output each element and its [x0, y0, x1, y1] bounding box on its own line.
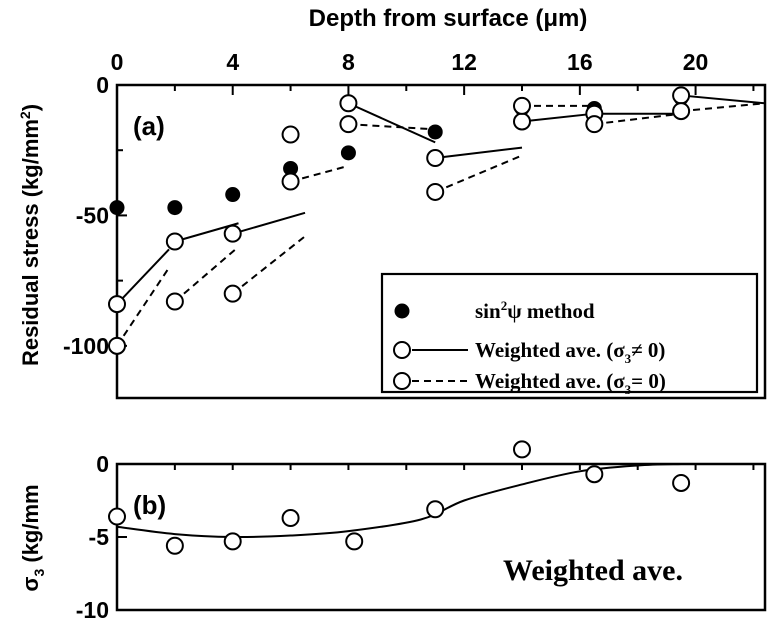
panel-b-label: (b): [133, 490, 166, 520]
weighted-ave-data-point: [223, 284, 242, 303]
sigma3-data-point: [513, 440, 531, 459]
legend-2-a: Weighted ave. (σ: [475, 369, 625, 393]
legend-0-sup: 2: [501, 298, 508, 313]
dashed-trend-segment: [594, 112, 682, 126]
sigma3-data-point: [108, 507, 126, 526]
b-y-tick-label: 0: [96, 451, 109, 477]
legend-box: [380, 272, 759, 394]
legend-2-b: = 0): [631, 369, 666, 393]
weighted-ave-data-point: [672, 102, 691, 121]
dashed-trend-segment: [232, 235, 306, 295]
sigma3-data-point: [426, 500, 445, 519]
sin2psi-data-point: [427, 124, 443, 140]
x-tick-label: 20: [683, 49, 709, 75]
solid-trend-segment: [116, 248, 170, 305]
legend: sin2ψ method Weighted ave. (σ3≠ 0) Weigh…: [380, 272, 759, 397]
ylabel-a-main: Residual stress (kg/mm: [18, 119, 43, 366]
weighted-ave-data-point: [672, 86, 691, 105]
solid-trend-segment: [521, 112, 595, 123]
sigma3-data-point: [281, 509, 300, 528]
weighted-ave-data-point: [165, 292, 184, 311]
weighted-ave-data-point: [339, 115, 358, 134]
sin2psi-data-point: [109, 200, 125, 216]
legend-0-b: ψ method: [507, 299, 595, 323]
solid-trend-segment: [435, 146, 523, 160]
weighted-ave-data-point: [513, 112, 531, 131]
sigma3-data-point: [585, 465, 604, 484]
weighted-ave-data-point: [426, 149, 445, 168]
solid-trend-segment: [348, 102, 436, 144]
dashed-trend-segment: [681, 102, 766, 113]
ylabel-b-main: σ: [18, 577, 43, 592]
ylabel-a-sup: 2: [17, 111, 33, 119]
sin2psi-data-point: [283, 160, 299, 176]
sigma3-data-point: [165, 536, 184, 555]
solid-trend-segment: [232, 211, 306, 235]
weighted-ave-data-point: [281, 172, 300, 191]
sigma3-data-point: [672, 473, 691, 492]
panel-b-y-axis-title: σ3 (kg/mm: [18, 484, 47, 591]
panel-a-lines: [116, 94, 766, 347]
x-tick-label: 4: [226, 49, 239, 75]
x-axis-title: Depth from surface (μm): [309, 5, 588, 32]
panel-a-markers: [108, 86, 691, 355]
b-y-tick-label: -10: [76, 597, 109, 623]
dashed-trend-segment: [434, 154, 523, 193]
ylabel-b-end: (kg/mm: [18, 484, 43, 568]
legend-marker-sin2psi: [394, 303, 410, 319]
weighted-ave-data-point: [165, 232, 184, 251]
panel-b: 0 -5 -10 (b) Weighted ave. σ3 (kg/mm: [18, 440, 767, 623]
weighted-ave-data-point: [108, 336, 126, 355]
sigma3-data-point: [345, 532, 364, 551]
weighted-ave-data-point: [281, 125, 300, 144]
sin2psi-data-point: [340, 145, 356, 161]
sin2psi-data-point: [225, 187, 241, 203]
panel-a: 0 4 8 12 16 20 0 -50 -100 Depth from surface (μ…: [17, 5, 767, 400]
weighted-ave-data-point: [426, 182, 445, 201]
y-tick-label: 0: [96, 72, 109, 98]
weighted-ave-data-point: [339, 94, 358, 113]
panel-a-y-ticks: 0 -50 -100: [63, 72, 127, 359]
sin2psi-data-point: [167, 200, 183, 216]
panel-a-y-axis-title: Residual stress (kg/mm2): [17, 104, 43, 366]
weighted-ave-data-point: [585, 115, 604, 134]
panel-b-annotation: Weighted ave.: [503, 554, 683, 587]
x-tick-label: 0: [111, 49, 124, 75]
dashed-trend-segment: [174, 245, 240, 303]
legend-1-a: Weighted ave. (σ: [475, 338, 625, 362]
x-tick-label: 16: [567, 49, 593, 75]
legend-2-sub: 3: [625, 382, 632, 397]
x-tick-label: 8: [342, 49, 355, 75]
ylabel-a-end: ): [18, 104, 43, 111]
y-tick-label: -50: [76, 202, 109, 228]
panel-b-y-ticks: 0 -5 -10: [76, 451, 755, 623]
y-tick-label: -100: [63, 333, 109, 359]
x-tick-label: 12: [451, 49, 477, 75]
panel-a-x-ticks: 0 4 8 12 16 20: [111, 49, 755, 95]
legend-label-sin2psi: sin2ψ method: [475, 298, 595, 323]
legend-label-weighted-nonzero: Weighted ave. (σ3≠ 0): [475, 338, 665, 366]
b-y-tick-label: -5: [89, 524, 110, 550]
legend-1-b: ≠ 0): [631, 338, 665, 362]
weighted-ave-data-point: [223, 224, 242, 243]
ylabel-b-sub: 3: [31, 569, 47, 577]
dashed-trend-segment: [348, 123, 436, 131]
panel-a-frame: [115, 83, 767, 400]
legend-0-a: sin: [475, 299, 501, 323]
legend-marker-weighted-zero: [393, 372, 411, 390]
dashed-trend-segment: [116, 267, 170, 347]
solid-trend-segment: [681, 94, 766, 105]
weighted-ave-data-point: [513, 96, 531, 115]
legend-marker-weighted-nonzero: [393, 341, 411, 359]
panel-b-markers: [108, 440, 691, 555]
panel-a-label: (a): [133, 111, 165, 141]
legend-1-sub: 3: [625, 351, 632, 366]
weighted-ave-data-point: [108, 295, 126, 314]
dashed-trend-segment: [290, 164, 349, 183]
sigma3-data-point: [223, 532, 242, 551]
legend-label-weighted-zero: Weighted ave. (σ3= 0): [475, 369, 666, 397]
